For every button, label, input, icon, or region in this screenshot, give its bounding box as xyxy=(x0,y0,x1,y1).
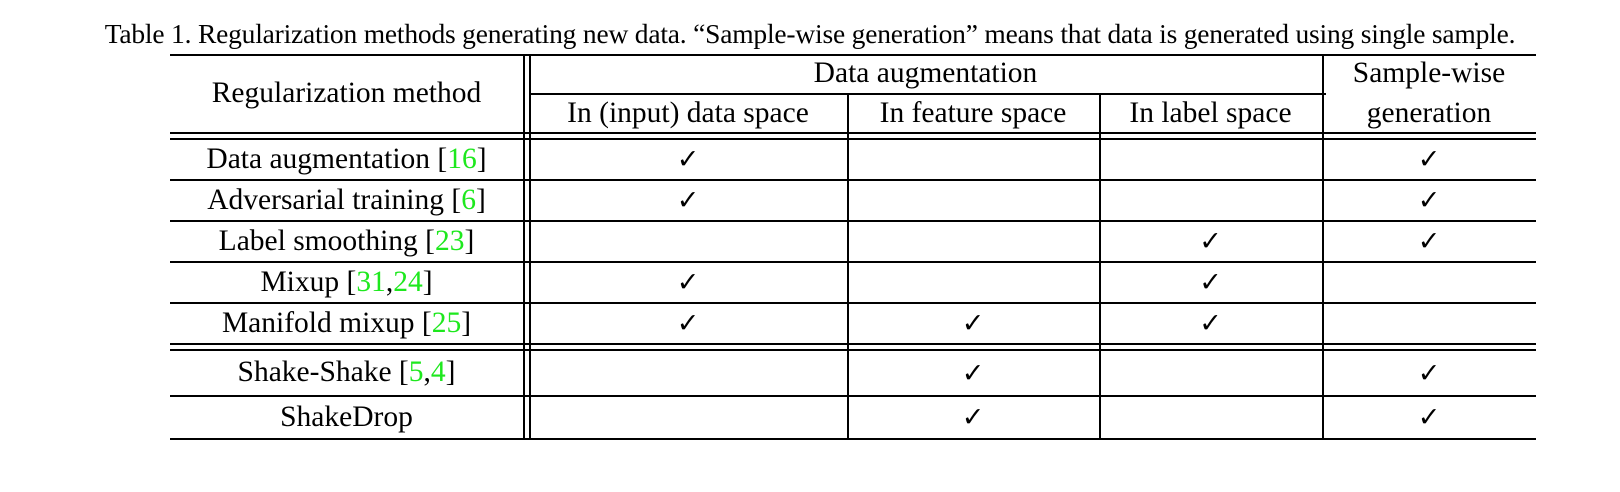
check-label-row-5: ✓ xyxy=(1199,308,1222,339)
regularization-table: Regularization method Data augmentation … xyxy=(170,54,1536,440)
check-input-row-1: ✓ xyxy=(676,144,700,175)
row-method-5: Manifold mixup [25] xyxy=(221,306,472,339)
check-input-row-5: ✓ xyxy=(676,308,700,339)
rule-method-2 xyxy=(529,54,531,440)
rule-group-2 xyxy=(170,349,1536,351)
rule-row-3 xyxy=(170,261,1536,263)
citation-link[interactable]: 24 xyxy=(393,265,423,298)
row-method-6: Shake-Shake [5, 4] xyxy=(237,356,456,389)
method-name: Manifold mixup xyxy=(221,306,415,339)
rule-top xyxy=(170,54,1536,56)
citation-link[interactable]: 25 xyxy=(431,306,462,339)
row-method-3: Label smoothing [23] xyxy=(218,224,475,257)
check-label-row-3: ✓ xyxy=(1199,226,1222,257)
rule-bottom xyxy=(170,438,1536,440)
citation-link[interactable]: 6 xyxy=(461,183,476,216)
citation-link[interactable]: 5 xyxy=(408,356,424,389)
row-method-4: Mixup [31, 24] xyxy=(260,265,433,298)
check-feature-row-5: ✓ xyxy=(961,308,985,339)
header-input-space: In (input) data space xyxy=(567,97,809,130)
row-method-2: Adversarial training [6] xyxy=(207,183,486,216)
header-sample-wise-line1: Sample-wise xyxy=(1352,57,1506,90)
check-feature-row-7: ✓ xyxy=(961,402,985,433)
citation-link[interactable]: 16 xyxy=(447,142,477,175)
rule-row-6 xyxy=(170,395,1536,397)
rule-method-1 xyxy=(523,54,525,440)
check-sample-row-2: ✓ xyxy=(1417,185,1441,216)
method-name: ShakeDrop xyxy=(280,400,413,433)
row-method-1: Data augmentation [16] xyxy=(206,142,487,175)
rule-col-input xyxy=(847,93,849,440)
header-data-augmentation: Data augmentation xyxy=(813,57,1038,90)
citation-link[interactable]: 4 xyxy=(430,356,446,389)
header-sample-wise-line2: generation xyxy=(1366,97,1492,130)
rule-header-2 xyxy=(170,138,1536,140)
method-name: Data augmentation xyxy=(206,142,431,175)
rule-row-2 xyxy=(170,220,1536,222)
check-sample-row-7: ✓ xyxy=(1417,402,1441,433)
header-method: Regularization method xyxy=(211,77,482,110)
rule-row-4 xyxy=(170,302,1536,304)
method-name: Label smoothing xyxy=(218,224,418,257)
rule-row-1 xyxy=(170,179,1536,181)
citation-link[interactable]: 31 xyxy=(356,265,386,298)
rule-col-label xyxy=(1322,54,1324,440)
method-name: Shake-Shake xyxy=(237,356,392,389)
check-input-row-2: ✓ xyxy=(676,185,700,216)
rule-col-feature xyxy=(1099,93,1101,440)
citation-link[interactable]: 23 xyxy=(434,224,465,257)
check-sample-row-1: ✓ xyxy=(1417,144,1441,175)
rule-subheader xyxy=(529,93,1326,95)
method-name: Mixup xyxy=(260,265,340,298)
table-caption: Table 1. Regularization methods generati… xyxy=(104,18,1516,49)
header-label-space: In label space xyxy=(1129,97,1292,130)
header-feature-space: In feature space xyxy=(879,97,1067,130)
check-input-row-4: ✓ xyxy=(676,267,700,298)
method-name: Adversarial training xyxy=(207,183,444,216)
rule-header-1 xyxy=(170,132,1536,134)
row-method-7: ShakeDrop xyxy=(170,397,523,438)
rule-group-1 xyxy=(170,343,1536,345)
check-sample-row-3: ✓ xyxy=(1417,226,1441,257)
check-feature-row-6: ✓ xyxy=(961,357,985,389)
check-sample-row-6: ✓ xyxy=(1417,357,1441,389)
check-label-row-4: ✓ xyxy=(1199,267,1222,298)
